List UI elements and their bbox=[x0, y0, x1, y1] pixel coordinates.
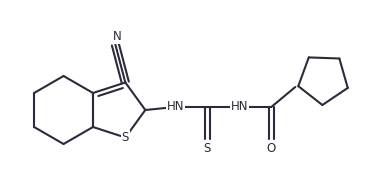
Text: S: S bbox=[121, 131, 129, 144]
Text: N: N bbox=[113, 30, 122, 43]
Text: O: O bbox=[267, 143, 276, 155]
Text: HN: HN bbox=[230, 101, 248, 114]
Text: S: S bbox=[204, 143, 211, 155]
Text: HN: HN bbox=[167, 101, 184, 114]
